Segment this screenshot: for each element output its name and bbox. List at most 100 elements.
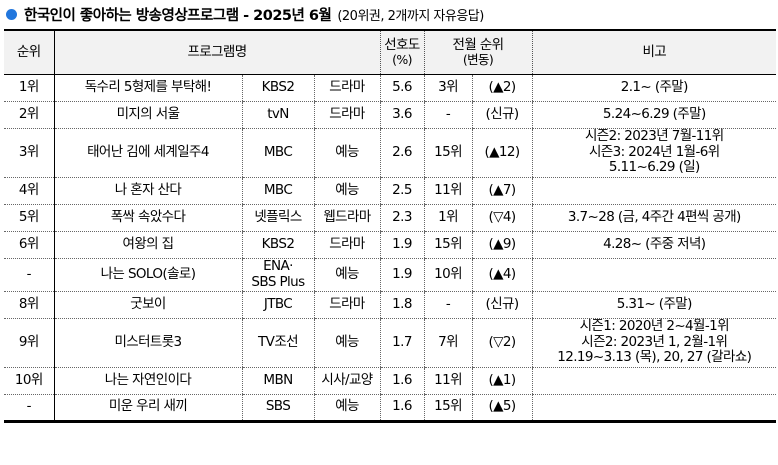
table-row: - 미운 우리 새끼 SBS 예능 1.6 15위 (▲5) bbox=[4, 394, 777, 422]
cell-genre: 웹드라마 bbox=[313, 204, 381, 232]
cell-note bbox=[531, 367, 777, 395]
table-cutoff-row bbox=[4, 422, 776, 430]
table-row: 2위 미지의 서울 tvN 드라마 3.6- (신규) 5.24~6.29 (주말) bbox=[4, 101, 777, 129]
cell-rank: 4위 bbox=[4, 177, 55, 205]
cell-program-name: 폭싹 속았수다 bbox=[54, 204, 242, 232]
page-title-sub: (20위권, 2개까지 자유응답) bbox=[337, 9, 484, 24]
cell-note bbox=[531, 177, 777, 205]
table-row: 4위 나 혼자 산다 MBC 예능 2.5 11위 (▲7) bbox=[4, 177, 777, 205]
column-header-preference-label: 선호도 bbox=[384, 37, 420, 54]
cell-channel: MBC bbox=[241, 177, 314, 205]
cell-channel: MBC bbox=[241, 128, 314, 178]
cell-note bbox=[531, 394, 777, 422]
cell-rank: 10위 bbox=[4, 367, 55, 395]
cell-rank: 9위 bbox=[4, 318, 55, 368]
cell-prev-rank: - bbox=[423, 291, 473, 319]
table-row: 6위 여왕의 집 KBS2 드라마 1.9 15위 (▲9) 4.28~ (주중 저녁) bbox=[4, 231, 777, 259]
cell-rank: 3위 bbox=[4, 128, 55, 178]
cell-note: 시즌2: 2023년 7월-11위 시즌3: 2024년 1월-6위 5.11~6.… bbox=[531, 128, 777, 178]
cell-prev-rank: 7위 bbox=[423, 318, 473, 368]
cell-program-name: 여왕의 집 bbox=[54, 231, 242, 259]
cell-rank-change: (신규) bbox=[471, 291, 533, 319]
cell-genre: 드라마 bbox=[313, 74, 381, 102]
table-header: 순위 프로그램명 선호도 (%) 전월 순위 (변동) 비고 bbox=[4, 29, 777, 75]
cell-program-name: 나 혼자 산다 bbox=[54, 177, 242, 205]
cell-rank-change: (▲4) bbox=[471, 258, 533, 292]
cell-rank-change: (▽2) bbox=[471, 318, 533, 368]
cell-rank: 5위 bbox=[4, 204, 55, 232]
cell-genre: 드라마 bbox=[313, 231, 381, 259]
cell-preference: 1.6 bbox=[379, 367, 425, 395]
cell-rank-change: (▲1) bbox=[471, 367, 533, 395]
cell-genre: 예능 bbox=[313, 128, 381, 178]
table-row: 8위 굿보이 JTBC 드라마 1.8- (신규) 5.31~ (주말) bbox=[4, 291, 777, 319]
cell-prev-rank: 11위 bbox=[423, 367, 473, 395]
cell-rank-change: (▽4) bbox=[471, 204, 533, 232]
cell-genre: 드라마 bbox=[313, 101, 381, 129]
column-header-preference: 선호도 (%) bbox=[379, 29, 425, 75]
cell-prev-rank: 15위 bbox=[423, 128, 473, 178]
cell-note: 4.28~ (주중 저녁) bbox=[531, 231, 777, 259]
cell-channel: MBN bbox=[241, 367, 314, 395]
column-header-note: 비고 bbox=[531, 29, 777, 75]
cell-preference: 1.9 bbox=[379, 258, 425, 292]
column-header-program: 프로그램명 bbox=[54, 29, 381, 75]
cell-channel: KBS2 bbox=[241, 231, 314, 259]
column-header-prev-rank: 전월 순위 (변동) bbox=[423, 29, 533, 75]
cell-prev-rank: 15위 bbox=[423, 231, 473, 259]
table-row: 9위 미스터트롯3 TV조선 예능 1.7 7위 (▽2) 시즌1: 2020년 2~4월-1… bbox=[4, 318, 777, 368]
cell-rank-change: (▲12) bbox=[471, 128, 533, 178]
column-header-rank: 순위 bbox=[4, 29, 55, 75]
cell-channel: TV조선 bbox=[241, 318, 314, 368]
cell-prev-rank: 1위 bbox=[423, 204, 473, 232]
cell-rank: 1위 bbox=[4, 74, 55, 102]
cell-program-name: 나는 자연인이다 bbox=[54, 367, 242, 395]
cell-preference: 1.8 bbox=[379, 291, 425, 319]
cell-program-name: 굿보이 bbox=[54, 291, 242, 319]
cell-prev-rank: 10위 bbox=[423, 258, 473, 292]
bullet-icon bbox=[6, 9, 17, 20]
cell-preference: 1.6 bbox=[379, 394, 425, 422]
cutoff-spacer bbox=[4, 423, 524, 430]
page-title: 한국인이 좋아하는 방송영상프로그램 - 2025년 6월 (20위권, 2개까… bbox=[0, 0, 778, 29]
cell-program-name: 태어난 김에 세계일주4 bbox=[54, 128, 242, 178]
cell-preference: 2.3 bbox=[379, 204, 425, 232]
cell-program-name: 미지의 서울 bbox=[54, 101, 242, 129]
table-cutoff-content bbox=[4, 423, 776, 430]
cell-genre: 시사/교양 bbox=[313, 367, 381, 395]
cell-rank: 6위 bbox=[4, 231, 55, 259]
cell-preference: 3.6 bbox=[379, 101, 425, 129]
cell-prev-rank: - bbox=[423, 101, 473, 129]
cell-channel: KBS2 bbox=[241, 74, 314, 102]
page-title-main: 한국인이 좋아하는 방송영상프로그램 - 2025년 6월 bbox=[24, 8, 332, 24]
table-body: 1위 독수리 5형제를 부탁해! KBS2 드라마 5.6 3위 (▲2) 2.1~ (주말)… bbox=[4, 74, 777, 422]
cell-channel: JTBC bbox=[241, 291, 314, 319]
cell-program-name: 미스터트롯3 bbox=[54, 318, 242, 368]
cell-rank-change: (▲5) bbox=[471, 394, 533, 422]
cell-note: 2.1~ (주말) bbox=[531, 74, 777, 102]
header-row: 순위 프로그램명 선호도 (%) 전월 순위 (변동) 비고 bbox=[4, 29, 777, 75]
cell-preference: 1.9 bbox=[379, 231, 425, 259]
cell-program-name: 미운 우리 새끼 bbox=[54, 394, 242, 422]
ranking-table: 순위 프로그램명 선호도 (%) 전월 순위 (변동) 비고 1위 독수리 5형제… bbox=[4, 29, 777, 422]
cell-note bbox=[531, 258, 777, 292]
cell-program-name: 나는 SOLO(솔로) bbox=[54, 258, 242, 292]
cell-genre: 드라마 bbox=[313, 291, 381, 319]
cell-preference: 2.5 bbox=[379, 177, 425, 205]
cell-rank: - bbox=[4, 394, 55, 422]
cell-rank-change: (▲2) bbox=[471, 74, 533, 102]
cell-rank: 2위 bbox=[4, 101, 55, 129]
table-row: 3위 태어난 김에 세계일주4 MBC 예능 2.6 15위 (▲12) 시즌2: 2023년… bbox=[4, 128, 777, 178]
column-header-preference-unit: (%) bbox=[392, 51, 412, 67]
table-row: 1위 독수리 5형제를 부탁해! KBS2 드라마 5.6 3위 (▲2) 2.1~ (주말) bbox=[4, 74, 777, 102]
cell-genre: 예능 bbox=[313, 318, 381, 368]
cell-note: 시즌1: 2020년 2~4월-1위 시즌2: 2023년 1, 2월-1위 12.… bbox=[531, 318, 777, 368]
cell-note: 5.31~ (주말) bbox=[531, 291, 777, 319]
cell-rank-change: (▲7) bbox=[471, 177, 533, 205]
cell-channel: ENA· SBS Plus bbox=[241, 258, 314, 292]
cell-channel: 넷플릭스 bbox=[241, 204, 314, 232]
cell-rank-change: (신규) bbox=[471, 101, 533, 129]
cell-program-name: 독수리 5형제를 부탁해! bbox=[54, 74, 242, 102]
column-header-prev-rank-label: 전월 순위 bbox=[452, 37, 505, 54]
